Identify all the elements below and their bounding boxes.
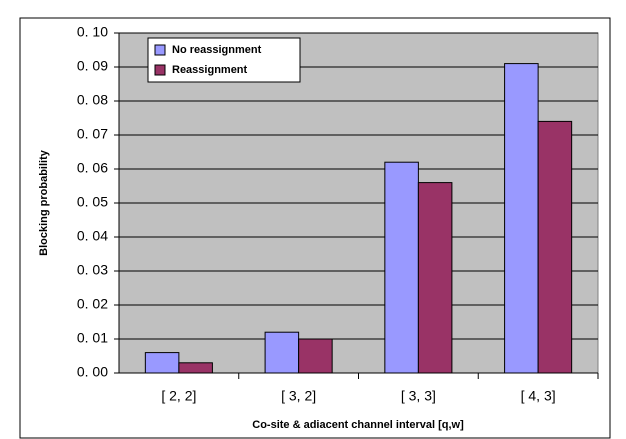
y-tick-label: 0. 04 bbox=[77, 228, 108, 244]
y-axis-title: Blocking probability bbox=[38, 149, 50, 256]
x-axis-title: Co-site & adiacent channel interval [q,w… bbox=[252, 419, 464, 431]
y-tick-label: 0. 08 bbox=[77, 92, 108, 108]
bar bbox=[144, 352, 180, 374]
bar bbox=[417, 182, 453, 374]
bar bbox=[384, 161, 419, 374]
bar bbox=[504, 63, 539, 374]
legend-swatch bbox=[154, 44, 166, 56]
bar bbox=[298, 338, 333, 374]
x-tick-label: [ 2, 2] bbox=[161, 388, 196, 404]
x-tick-label: [ 4, 3] bbox=[521, 388, 556, 404]
x-tick-label: [ 3, 2] bbox=[281, 388, 316, 404]
x-tick-label: [ 3, 3] bbox=[401, 388, 436, 404]
y-tick-label: 0. 01 bbox=[77, 330, 108, 346]
bar bbox=[537, 120, 573, 374]
y-tick-label: 0. 00 bbox=[77, 364, 108, 380]
y-tick-label: 0. 03 bbox=[77, 262, 108, 278]
legend-swatch bbox=[154, 64, 166, 76]
y-tick-label: 0. 07 bbox=[77, 126, 108, 142]
y-tick-label: 0. 05 bbox=[77, 194, 108, 210]
bar bbox=[264, 331, 300, 374]
legend-label: No reassignment bbox=[172, 44, 262, 56]
y-tick-label: 0. 06 bbox=[77, 160, 108, 176]
bar bbox=[178, 362, 213, 374]
y-tick-label: 0. 10 bbox=[77, 24, 108, 40]
y-tick-label: 0. 09 bbox=[77, 58, 108, 74]
legend-box bbox=[147, 37, 301, 83]
legend-label: Reassignment bbox=[172, 64, 248, 76]
y-tick-label: 0. 02 bbox=[77, 296, 108, 312]
